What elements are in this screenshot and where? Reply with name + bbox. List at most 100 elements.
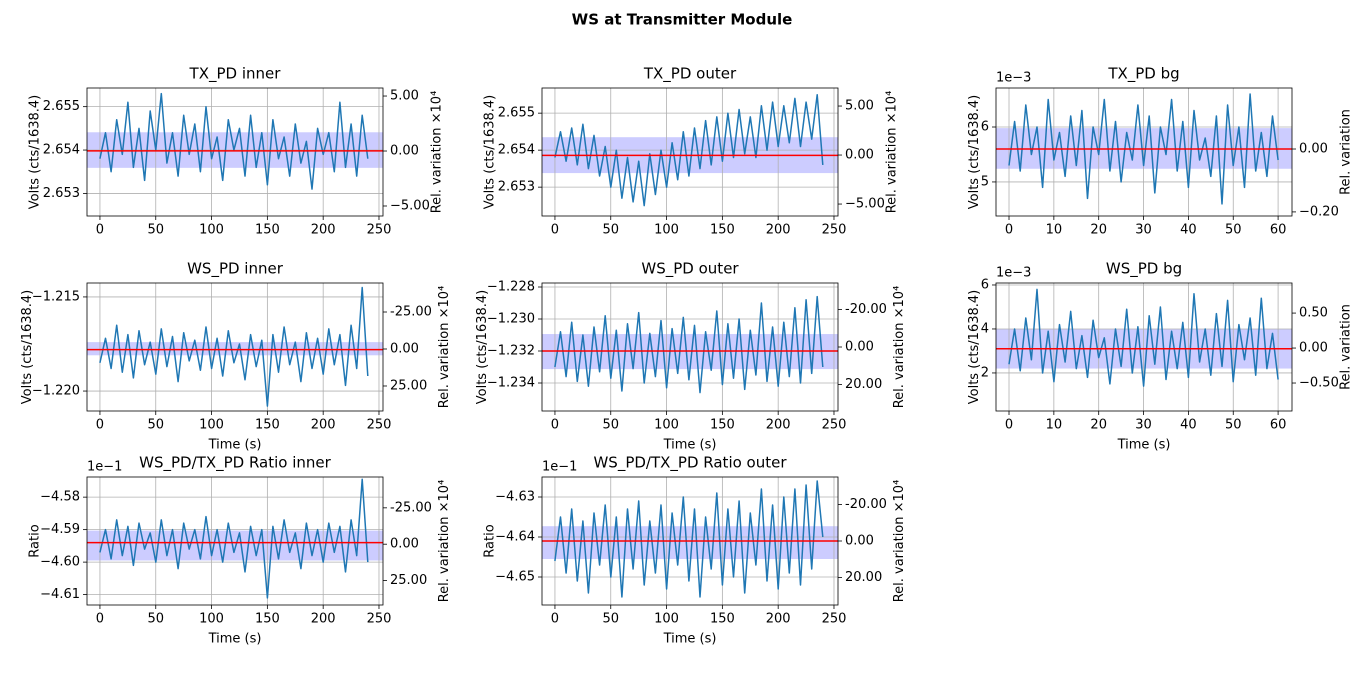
y2-tick-label: 0.00 [845, 148, 874, 163]
y2-tick-label: −5.00 [845, 197, 885, 212]
y2-tick-label: -25.00 [390, 500, 432, 515]
x-tick-label: 30 [1135, 223, 1152, 238]
x-tick-label: 0 [1005, 223, 1013, 238]
x-tick-label: 0 [551, 418, 559, 433]
y-tick-label: 2.654 [498, 143, 535, 158]
y-axis-label: Ratio [483, 524, 498, 557]
offset-text: 1e−1 [87, 460, 122, 475]
x-tick-label: 0 [96, 418, 104, 433]
y-tick-label: 4 [981, 321, 989, 336]
x-tick-label: 60 [1270, 418, 1287, 433]
offset-text: 1e−3 [996, 266, 1031, 281]
y-tick-label: −1.234 [487, 376, 535, 391]
x-tick-label: 10 [1046, 418, 1063, 433]
x-axis-label: Time (s) [1117, 438, 1171, 453]
x-tick-label: 150 [710, 612, 735, 627]
y-tick-label: −4.60 [40, 555, 80, 570]
axes-title: WS_PD outer [641, 260, 739, 279]
x-tick-label: 100 [199, 418, 224, 433]
y2-tick-label: -20.00 [845, 302, 887, 317]
data-line [554, 480, 824, 598]
y2-tick-label: 0.00 [845, 340, 874, 355]
data-line [99, 286, 369, 407]
data-line [554, 295, 824, 394]
data-line [1008, 288, 1279, 387]
axes-title: TX_PD inner [189, 65, 282, 84]
x-tick-label: 150 [255, 418, 280, 433]
axes-frame [995, 282, 1293, 412]
y-tick-label: −4.59 [40, 522, 80, 537]
x-tick-label: 20 [1090, 418, 1107, 433]
y2-tick-label: 0.00 [390, 341, 419, 356]
y2-tick-label: 0.00 [1299, 341, 1328, 356]
x-tick-label: 100 [654, 612, 679, 627]
x-axis-label: Time (s) [663, 632, 717, 647]
y2-axis-label: Rel. variation ×10⁴ [430, 91, 445, 214]
y2-tick-label: 0.00 [1299, 142, 1328, 157]
y-tick-label: −4.61 [40, 587, 80, 602]
x-tick-label: 20 [1090, 223, 1107, 238]
y-tick-label: 2.653 [43, 186, 80, 201]
variation-band [542, 526, 838, 559]
axes-frame [86, 282, 384, 412]
x-tick-label: 200 [311, 612, 336, 627]
y-tick-label: −4.63 [495, 490, 535, 505]
y2-tick-label: -20.00 [845, 497, 887, 512]
y-tick-label: 6 [981, 120, 989, 135]
x-tick-label: 0 [551, 223, 559, 238]
y-tick-label: 2.655 [498, 106, 535, 121]
x-tick-label: 200 [311, 418, 336, 433]
y2-tick-label: 20.00 [845, 570, 882, 585]
x-tick-label: 250 [822, 223, 847, 238]
y2-tick-label: -25.00 [390, 305, 432, 320]
axes-frame [86, 476, 384, 606]
y-tick-label: −1.220 [32, 384, 80, 399]
x-axis-label: Time (s) [208, 438, 262, 453]
y2-tick-label: 25.00 [390, 378, 427, 393]
figure-title: WS at Transmitter Module [572, 11, 793, 29]
x-tick-label: 50 [602, 223, 619, 238]
y2-axis-label: Rel. variation [1339, 109, 1354, 195]
offset-text: 1e−3 [996, 71, 1031, 86]
data-line [99, 478, 369, 599]
axes-title: WS_PD inner [187, 260, 284, 279]
y2-axis-label: Rel. variation [1339, 304, 1354, 390]
x-tick-label: 50 [147, 223, 164, 238]
y-axis-label: Volts (cts/1638.4) [967, 290, 982, 404]
x-tick-label: 0 [1005, 418, 1013, 433]
y-axis-label: Volts (cts/1638.4) [28, 95, 43, 209]
data-line [99, 92, 369, 190]
x-tick-label: 50 [147, 612, 164, 627]
x-tick-label: 150 [710, 418, 735, 433]
y-axis-label: Volts (cts/1638.4) [20, 290, 35, 404]
y-tick-label: 2.654 [43, 143, 80, 158]
y2-tick-label: −0.20 [1299, 204, 1339, 219]
y2-axis-label: Rel. variation ×10⁴ [885, 91, 900, 214]
y-tick-label: −1.230 [487, 312, 535, 327]
y2-axis-label: Rel. variation ×10⁴ [437, 480, 452, 603]
x-tick-label: 0 [96, 223, 104, 238]
x-tick-label: 200 [766, 223, 791, 238]
x-tick-label: 30 [1135, 418, 1152, 433]
x-tick-label: 0 [96, 612, 104, 627]
x-tick-label: 250 [367, 223, 392, 238]
y-tick-label: −4.64 [495, 530, 535, 545]
y-tick-label: 2 [981, 365, 989, 380]
y-tick-label: 2.653 [498, 180, 535, 195]
x-tick-label: 150 [255, 223, 280, 238]
y-tick-label: 5 [981, 174, 989, 189]
x-tick-label: 40 [1180, 418, 1197, 433]
y2-axis-label: Rel. variation ×10⁴ [892, 480, 907, 603]
x-tick-label: 0 [551, 612, 559, 627]
axes-frame [541, 282, 839, 412]
y2-tick-label: 20.00 [845, 377, 882, 392]
x-tick-label: 50 [1225, 223, 1242, 238]
y-axis-label: Volts (cts/1638.4) [475, 290, 490, 404]
y2-tick-label: 0.50 [1299, 306, 1328, 321]
x-tick-label: 50 [602, 418, 619, 433]
y2-tick-label: −5.00 [390, 198, 430, 213]
axes-frame [86, 87, 384, 217]
axes-frame [541, 87, 839, 217]
y-axis-label: Volts (cts/1638.4) [483, 95, 498, 209]
